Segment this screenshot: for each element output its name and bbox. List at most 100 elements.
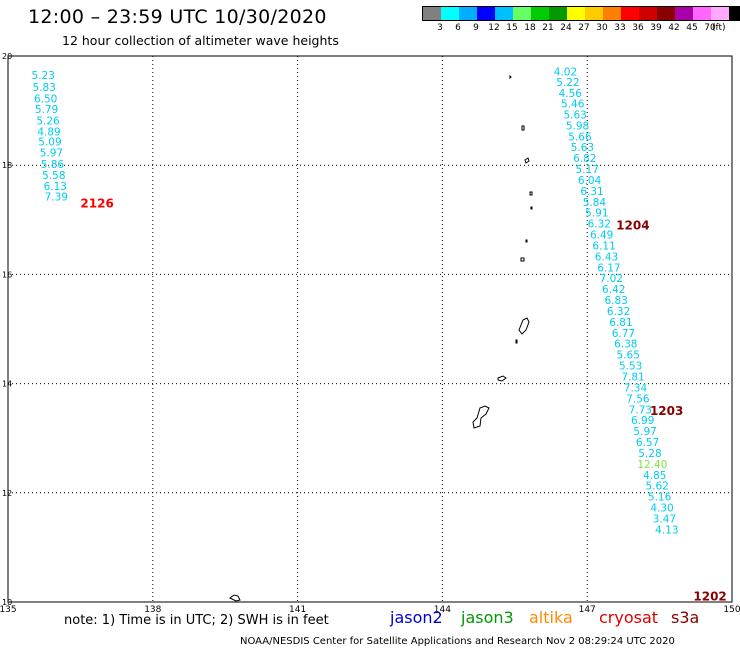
color-scale-labels: (ft) 3 6 9 12 15 18 21 24 27 30 33 36 39 42 45 70 (422, 21, 740, 33)
wave-height-value: 6.82 (573, 153, 596, 165)
coastline-island (509, 74, 512, 80)
color-scale-unit: (ft) (712, 23, 726, 33)
color-swatch (729, 7, 740, 20)
wave-height-value: 6.11 (592, 240, 615, 252)
track-id-label: 1204 (616, 218, 649, 232)
y-tick-label: 20 (2, 52, 12, 61)
y-tick-label: 18 (2, 161, 12, 170)
x-tick-label: 138 (144, 605, 161, 615)
coastline-island (521, 125, 525, 131)
x-tick-label: 147 (579, 605, 596, 615)
wave-height-value: 6.32 (588, 219, 611, 231)
wave-height-value: 3.47 (653, 513, 676, 525)
wave-height-value: 7.81 (621, 372, 644, 384)
color-swatch (585, 7, 603, 20)
wave-height-value: 5.62 (645, 481, 668, 493)
color-swatch (621, 7, 639, 20)
color-scale-label: 70 (704, 23, 716, 33)
color-swatch (603, 7, 621, 20)
color-scale-label: 42 (668, 23, 680, 33)
color-swatch (513, 7, 531, 20)
color-scale-label: 33 (614, 23, 626, 33)
color-swatch (693, 7, 711, 20)
wave-height-value: 5.97 (40, 148, 63, 160)
track-id-label: 1203 (650, 404, 683, 418)
wave-height-value: 12.40 (637, 459, 667, 471)
wave-height-value: 5.23 (32, 70, 55, 82)
y-tick-label: 16 (2, 270, 12, 279)
wave-height-value: 5.91 (585, 208, 608, 220)
wave-height-value: 6.42 (602, 284, 625, 296)
wave-height-value: 5.63 (563, 109, 586, 121)
color-swatch (423, 7, 441, 20)
wave-height-value: 5.28 (638, 448, 661, 460)
wave-height-value: 5.63 (571, 142, 594, 154)
wave-height-value: 7.34 (624, 382, 648, 394)
coastline-island (515, 339, 518, 344)
wave-height-value: 5.66 (568, 131, 592, 143)
wave-height-value: 6.38 (614, 339, 637, 351)
wave-height-value: 5.97 (633, 426, 656, 438)
legend-item-cryosat: cryosat (599, 608, 659, 627)
color-scale-label: 45 (686, 23, 698, 33)
coastline-island (497, 375, 507, 382)
legend-item-altika: altika (529, 608, 573, 627)
wave-height-value: 5.17 (576, 164, 599, 176)
legend-item-jason2: jason2 (390, 608, 443, 627)
track-id-label: 2126 (80, 196, 113, 210)
wave-height-value: 7.39 (45, 191, 68, 203)
legend-item-s3a: s3a (671, 608, 700, 627)
wave-height-value: 5.46 (561, 99, 585, 111)
wave-height-value: 5.58 (42, 170, 65, 182)
wave-height-value: 4.89 (37, 126, 60, 138)
color-swatch (675, 7, 693, 20)
color-scale-label: 9 (473, 23, 479, 33)
legend-item-jason3: jason3 (461, 608, 514, 627)
x-tick-label: 135 (0, 605, 17, 615)
wave-height-value: 4.13 (655, 524, 678, 536)
wave-height-value: 5.22 (556, 77, 579, 89)
wave-height-value: 4.56 (559, 88, 583, 100)
wave-height-value: 6.83 (604, 295, 627, 307)
wave-height-value: 6.13 (44, 181, 67, 193)
wave-height-value: 6.32 (607, 306, 630, 318)
color-scale-label: 18 (524, 23, 536, 33)
x-tick-label: 150 (723, 605, 740, 615)
color-swatch (657, 7, 675, 20)
wave-height-value: 6.49 (590, 230, 613, 242)
coastline-island (529, 191, 533, 196)
wave-height-value: 6.99 (631, 415, 654, 427)
color-swatch (477, 7, 495, 20)
wave-height-value: 7.56 (626, 393, 650, 405)
color-swatch (441, 7, 459, 20)
wave-height-value: 5.09 (38, 137, 61, 149)
wave-height-value: 4.30 (650, 503, 673, 515)
chart-subtitle: 12 hour collection of altimeter wave hei… (62, 33, 339, 48)
plot-frame (7, 55, 733, 603)
color-swatch (495, 7, 513, 20)
color-swatch (639, 7, 657, 20)
wave-height-value: 6.50 (34, 94, 57, 106)
wave-height-value: 6.81 (609, 317, 632, 329)
track-id-label: 1202 (693, 590, 726, 604)
color-scale-label: 27 (578, 23, 590, 33)
wave-height-value: 5.86 (41, 159, 65, 171)
y-tick-label: 12 (2, 489, 12, 498)
coastline-island (518, 317, 530, 335)
wave-height-value: 7.02 (600, 273, 623, 285)
color-scale-swatches (422, 6, 740, 21)
y-tick-label: 14 (2, 380, 12, 389)
color-scale-label: 15 (506, 23, 518, 33)
color-swatch (567, 7, 585, 20)
y-tick-label: 10 (2, 598, 12, 607)
wave-height-value: 6.04 (578, 175, 602, 187)
wave-height-value: 5.16 (648, 492, 672, 504)
wave-height-value: 6.17 (597, 262, 620, 274)
coastline-island (472, 405, 490, 429)
wave-height-value: 5.83 (33, 82, 56, 94)
coastline-island (520, 257, 525, 262)
wave-height-value: 6.57 (636, 437, 659, 449)
color-scale-label: 21 (542, 23, 554, 33)
color-scale-label: 39 (650, 23, 662, 33)
